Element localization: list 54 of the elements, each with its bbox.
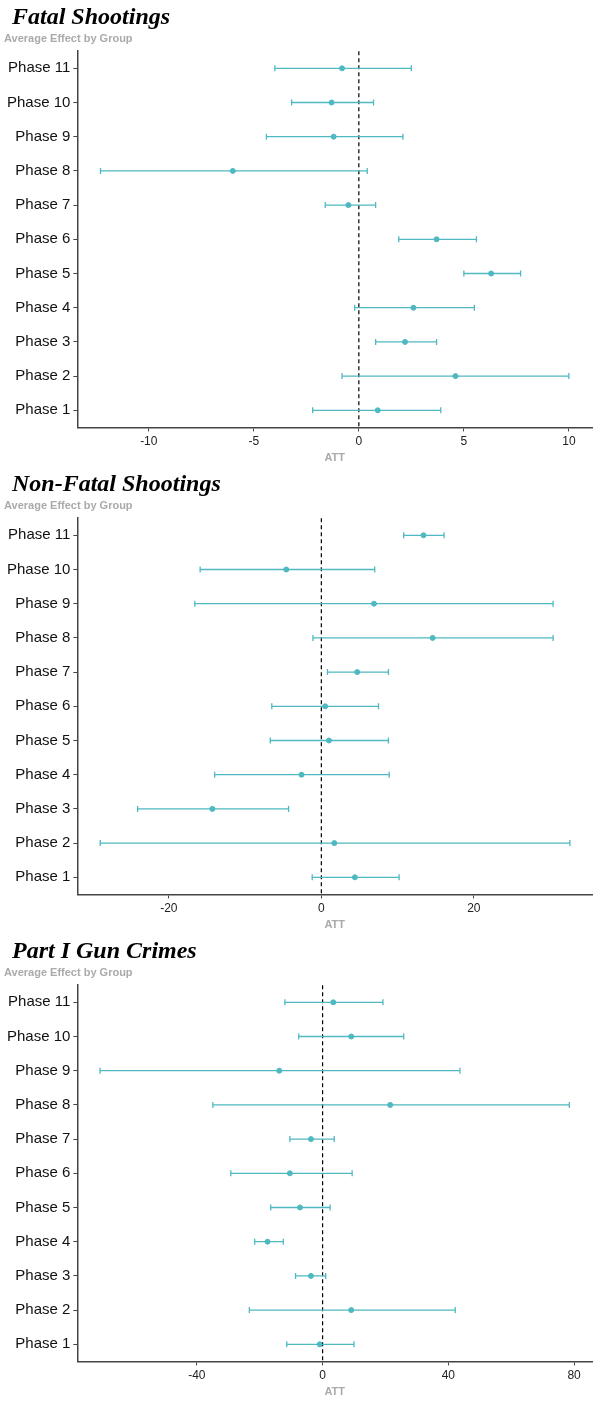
y-tick-label: Phase 3 [15, 799, 71, 817]
x-tick-label: 10 [562, 433, 576, 448]
x-tick-label: 0 [318, 900, 326, 915]
chart-subtitle: Average Effect by Group [4, 498, 133, 511]
chart-subtitle: Average Effect by Group [4, 965, 133, 978]
x-tick-label: 0 [319, 1367, 327, 1382]
y-tick-label: Phase 5 [15, 730, 71, 748]
y-tick-label: Phase 8 [15, 161, 71, 179]
y-tick-label: Phase 2 [15, 833, 71, 851]
y-tick-label: Phase 6 [15, 696, 71, 714]
x-axis-title: ATT [324, 918, 346, 931]
y-tick-label: Phase 10 [6, 1026, 71, 1044]
y-tick-label: Phase 7 [15, 662, 71, 680]
x-tick-label: -20 [160, 900, 178, 915]
y-tick-label: Phase 2 [15, 1300, 71, 1318]
y-tick-label: Phase 11 [8, 525, 71, 543]
y-tick-label: Phase 1 [15, 867, 71, 885]
y-tick-label: Phase 9 [15, 126, 71, 144]
x-tick-label: 40 [441, 1367, 456, 1382]
y-tick-label: Phase 1 [15, 400, 71, 418]
y-tick-label: Phase 2 [15, 366, 71, 384]
y-tick-label: Phase 7 [15, 195, 71, 213]
y-tick-label: Phase 10 [6, 92, 71, 110]
y-tick-label: Phase 5 [15, 1197, 71, 1215]
chart-title: Part I Gun Crimes [11, 936, 198, 965]
y-tick-label: Phase 4 [15, 1231, 71, 1249]
chart-title: Fatal Shootings [11, 2, 172, 31]
y-tick-label: Phase 3 [15, 1266, 71, 1284]
y-tick-label: Phase 4 [15, 297, 71, 315]
y-tick-label: Phase 1 [15, 1334, 71, 1352]
y-tick-label: Phase 3 [15, 332, 71, 350]
y-tick-label: Phase 6 [15, 229, 71, 247]
chart-subtitle: Average Effect by Group [4, 31, 133, 44]
x-axis-title: ATT [324, 1385, 346, 1398]
y-tick-label: Phase 6 [15, 1163, 71, 1181]
y-tick-label: Phase 9 [15, 593, 71, 611]
y-tick-label: Phase 9 [15, 1060, 71, 1078]
y-tick-label: Phase 5 [15, 263, 71, 281]
x-tick-label: -10 [140, 433, 158, 448]
y-tick-label: Phase 10 [6, 559, 71, 577]
y-tick-label: Phase 11 [8, 58, 71, 76]
x-tick-label: 20 [467, 900, 481, 915]
chart-title: Non-Fatal Shootings [11, 469, 222, 498]
x-tick-label: 5 [460, 433, 468, 448]
y-tick-label: Phase 11 [8, 992, 71, 1010]
x-tick-label: 80 [567, 1367, 582, 1382]
x-axis-title: ATT [324, 451, 346, 464]
x-tick-label: -5 [248, 433, 260, 448]
y-tick-label: Phase 8 [15, 628, 71, 646]
x-tick-label: -40 [188, 1367, 206, 1382]
x-tick-label: 0 [355, 433, 363, 448]
y-tick-label: Phase 8 [15, 1095, 71, 1113]
y-tick-label: Phase 4 [15, 764, 71, 782]
y-tick-label: Phase 7 [15, 1129, 71, 1147]
